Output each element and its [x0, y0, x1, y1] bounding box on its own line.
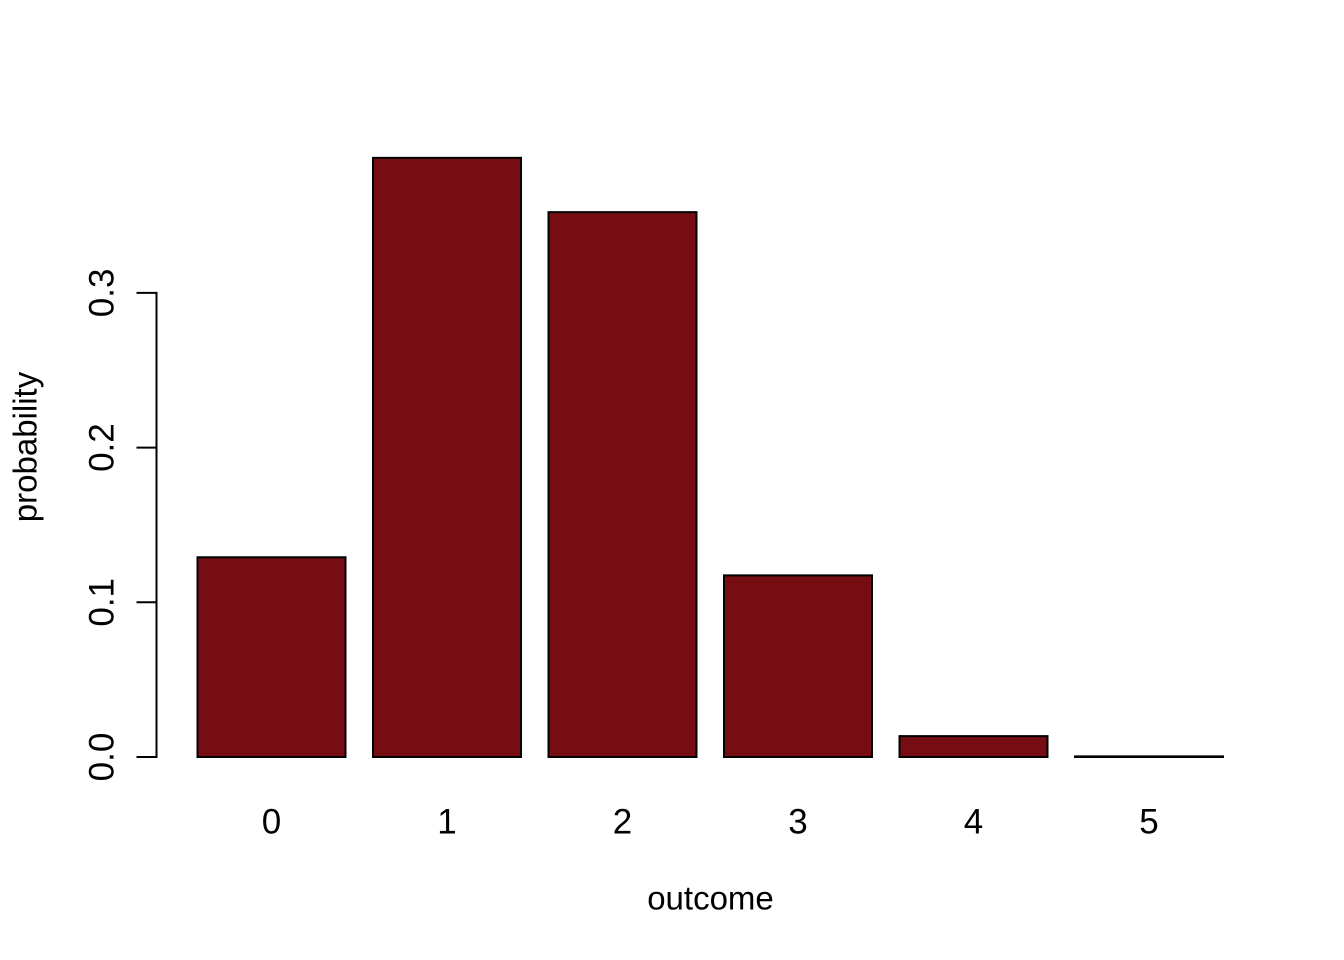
y-tick-label: 0.1 — [83, 578, 122, 627]
x-tick-label: 5 — [1139, 803, 1158, 842]
x-tick-label: 1 — [437, 803, 456, 842]
bar-outcome-2 — [547, 211, 698, 758]
bar-outcome-4 — [898, 735, 1049, 758]
x-tick-label: 3 — [788, 803, 807, 842]
y-tick-label: 0.0 — [83, 733, 122, 782]
y-tick-label: 0.2 — [83, 423, 122, 472]
x-tick-label: 0 — [262, 803, 281, 842]
x-tick-label: 2 — [613, 803, 632, 842]
bar-outcome-1 — [372, 156, 522, 758]
x-axis-title: outcome — [647, 880, 774, 917]
bar-outcome-0 — [196, 556, 347, 758]
bar-outcome-3 — [723, 574, 873, 758]
y-tick-label: 0.3 — [83, 269, 122, 318]
y-axis-title: probability — [7, 371, 44, 522]
bar-outcome-5 — [1074, 755, 1224, 759]
x-tick-label: 4 — [964, 803, 983, 842]
